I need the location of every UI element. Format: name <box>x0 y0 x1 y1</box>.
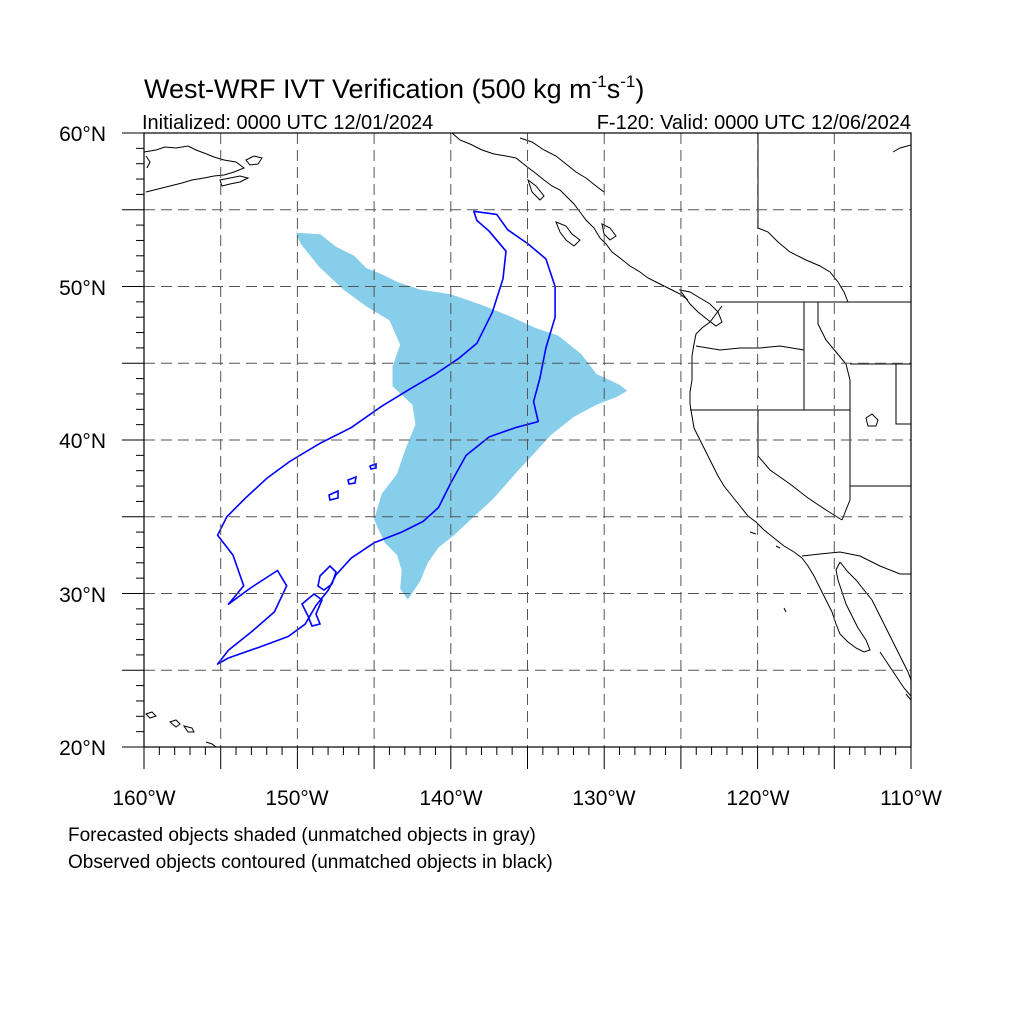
lon-label-150w: 150°W <box>265 787 328 810</box>
observed-small-object <box>328 489 339 501</box>
valid-time: F-120: Valid: 0000 UTC 12/06/2024 <box>597 112 911 134</box>
lon-label-160w: 160°W <box>112 787 175 810</box>
observed-small-object <box>301 592 323 627</box>
lon-label-120w: 120°W <box>726 787 789 810</box>
lat-label-60n: 60°N <box>59 123 106 146</box>
grid-lines <box>144 133 911 747</box>
caption-observed: Observed objects contoured (unmatched ob… <box>68 852 553 873</box>
longitude-labels: 160°W 150°W 140°W 130°W 120°W 110°W <box>112 787 942 810</box>
observed-object-contour <box>216 210 556 665</box>
observed-small-object <box>347 475 358 485</box>
lon-label-110w: 110°W <box>880 787 942 810</box>
lat-label-50n: 50°N <box>59 277 106 300</box>
figure-title: West-WRF IVT Verification (500 kg m-1s-1… <box>144 72 644 104</box>
coastlines <box>144 133 911 747</box>
latitude-labels: 60°N 50°N 40°N 30°N 20°N <box>59 123 106 760</box>
lon-label-130w: 130°W <box>572 787 635 810</box>
lat-label-20n: 20°N <box>59 737 106 760</box>
lon-label-140w: 140°W <box>419 787 482 810</box>
forecast-object <box>295 232 628 600</box>
observed-small-object <box>317 564 337 591</box>
state-borders <box>690 133 911 575</box>
axis-ticks <box>122 132 912 769</box>
lat-label-30n: 30°N <box>59 584 106 607</box>
caption-forecast: Forecasted objects shaded (unmatched obj… <box>68 825 536 846</box>
lat-label-40n: 40°N <box>59 430 106 453</box>
initialized-time: Initialized: 0000 UTC 12/01/2024 <box>142 112 433 134</box>
